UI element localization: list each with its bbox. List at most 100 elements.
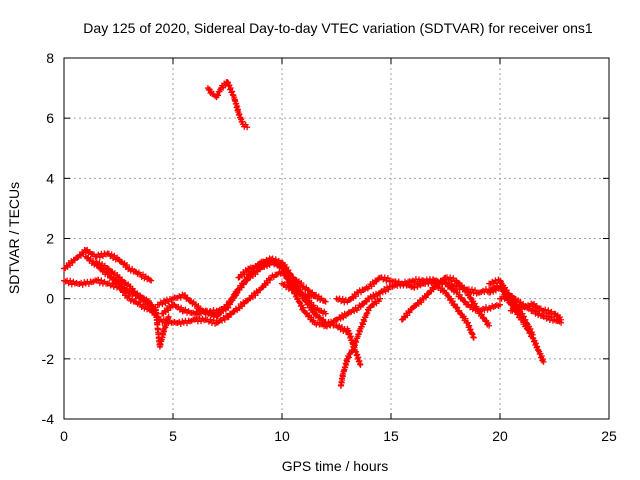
data-point-marker [548, 314, 555, 321]
data-point-marker [272, 256, 279, 263]
data-point-marker [337, 315, 344, 322]
data-point-marker [540, 358, 547, 365]
data-point-marker [159, 301, 166, 308]
data-point-marker [148, 277, 155, 284]
data-point-marker [254, 268, 261, 275]
data-point-marker [254, 264, 261, 271]
x-tick-label: 0 [60, 428, 68, 444]
data-point-marker [381, 274, 388, 281]
data-point-marker [123, 261, 130, 268]
data-point-marker [455, 279, 462, 286]
data-point-marker [160, 316, 167, 323]
data-point-marker [469, 331, 476, 338]
data-point-marker [244, 275, 251, 282]
data-point-marker [141, 296, 148, 303]
data-point-marker [451, 301, 458, 308]
data-point-marker [208, 88, 215, 95]
data-point-marker [69, 259, 76, 266]
series-track-15 [344, 325, 364, 368]
series-track-21 [507, 300, 565, 323]
y-tick-label: 8 [46, 50, 54, 66]
series-track-11 [204, 79, 251, 131]
data-point-marker [528, 329, 535, 336]
data-point-marker [232, 292, 239, 299]
data-point-marker [287, 283, 294, 290]
data-point-marker [67, 277, 74, 284]
data-point-marker [269, 255, 276, 262]
data-point-marker [280, 263, 287, 270]
x-tick-label: 10 [274, 428, 290, 444]
data-point-marker [339, 295, 346, 302]
data-point-marker [96, 254, 103, 261]
data-point-marker [287, 270, 294, 277]
data-point-marker [468, 330, 475, 337]
series-track-10 [279, 280, 329, 305]
data-point-marker [281, 281, 288, 288]
x-tick-label: 15 [383, 428, 399, 444]
data-point-marker [473, 303, 480, 310]
data-point-marker [385, 286, 392, 293]
data-point-marker [514, 311, 521, 318]
data-point-marker [215, 92, 222, 99]
data-point-marker [101, 262, 108, 269]
data-point-marker [322, 310, 329, 317]
x-tick-label: 5 [169, 428, 177, 444]
y-tick-label: 2 [46, 231, 54, 247]
data-point-marker [462, 298, 469, 305]
chart-title: Day 125 of 2020, Sidereal Day-to-day VTE… [83, 20, 593, 36]
data-point-marker [464, 319, 471, 326]
x-axis-label: GPS time / hours [282, 458, 389, 474]
data-point-marker [165, 313, 172, 320]
data-point-marker [336, 322, 343, 329]
data-point-marker [207, 316, 214, 323]
data-point-marker [351, 308, 358, 315]
data-point-marker [411, 284, 418, 291]
data-point-marker [238, 284, 245, 291]
data-point-marker [485, 319, 492, 326]
data-point-marker [320, 316, 327, 323]
data-point-marker [96, 260, 103, 267]
data-point-marker [229, 88, 236, 95]
data-point-marker [225, 304, 232, 311]
data-point-marker [412, 302, 419, 309]
data-point-marker [177, 294, 184, 301]
y-tick-label: -4 [42, 411, 55, 427]
data-point-marker [163, 317, 170, 324]
data-point-marker [454, 304, 461, 311]
y-tick-label: 4 [46, 170, 54, 186]
data-point-marker [98, 277, 105, 284]
data-point-marker [221, 316, 228, 323]
data-point-marker [520, 313, 527, 320]
data-point-marker [545, 307, 552, 314]
data-point-marker [522, 316, 529, 323]
data-point-marker [182, 306, 189, 313]
data-point-marker [497, 301, 503, 308]
data-point-marker [406, 309, 413, 316]
data-point-marker [465, 291, 472, 298]
data-point-marker [425, 280, 432, 287]
data-point-marker [515, 307, 522, 314]
series-track-17 [431, 280, 477, 341]
data-point-marker [308, 305, 315, 312]
data-point-marker [167, 304, 174, 311]
plot-frame [63, 57, 610, 420]
data-point-marker [227, 85, 234, 92]
data-point-marker [450, 275, 457, 282]
y-tick-label: 0 [46, 291, 54, 307]
data-point-marker [395, 278, 402, 285]
data-point-marker [162, 300, 169, 307]
y-axis-label: SDTVAR / TECUs [6, 182, 22, 294]
data-point-marker [468, 286, 475, 293]
data-point-marker [503, 287, 510, 294]
data-point-marker [360, 301, 367, 308]
data-point-marker [478, 311, 485, 318]
data-point-marker [294, 295, 301, 302]
data-point-marker [456, 291, 463, 298]
data-point-marker [226, 82, 233, 89]
data-point-marker [490, 288, 497, 295]
data-point-marker [285, 267, 292, 274]
y-tick-label: -2 [42, 351, 55, 367]
data-point-marker [346, 296, 353, 303]
data-point-marker [194, 311, 201, 318]
